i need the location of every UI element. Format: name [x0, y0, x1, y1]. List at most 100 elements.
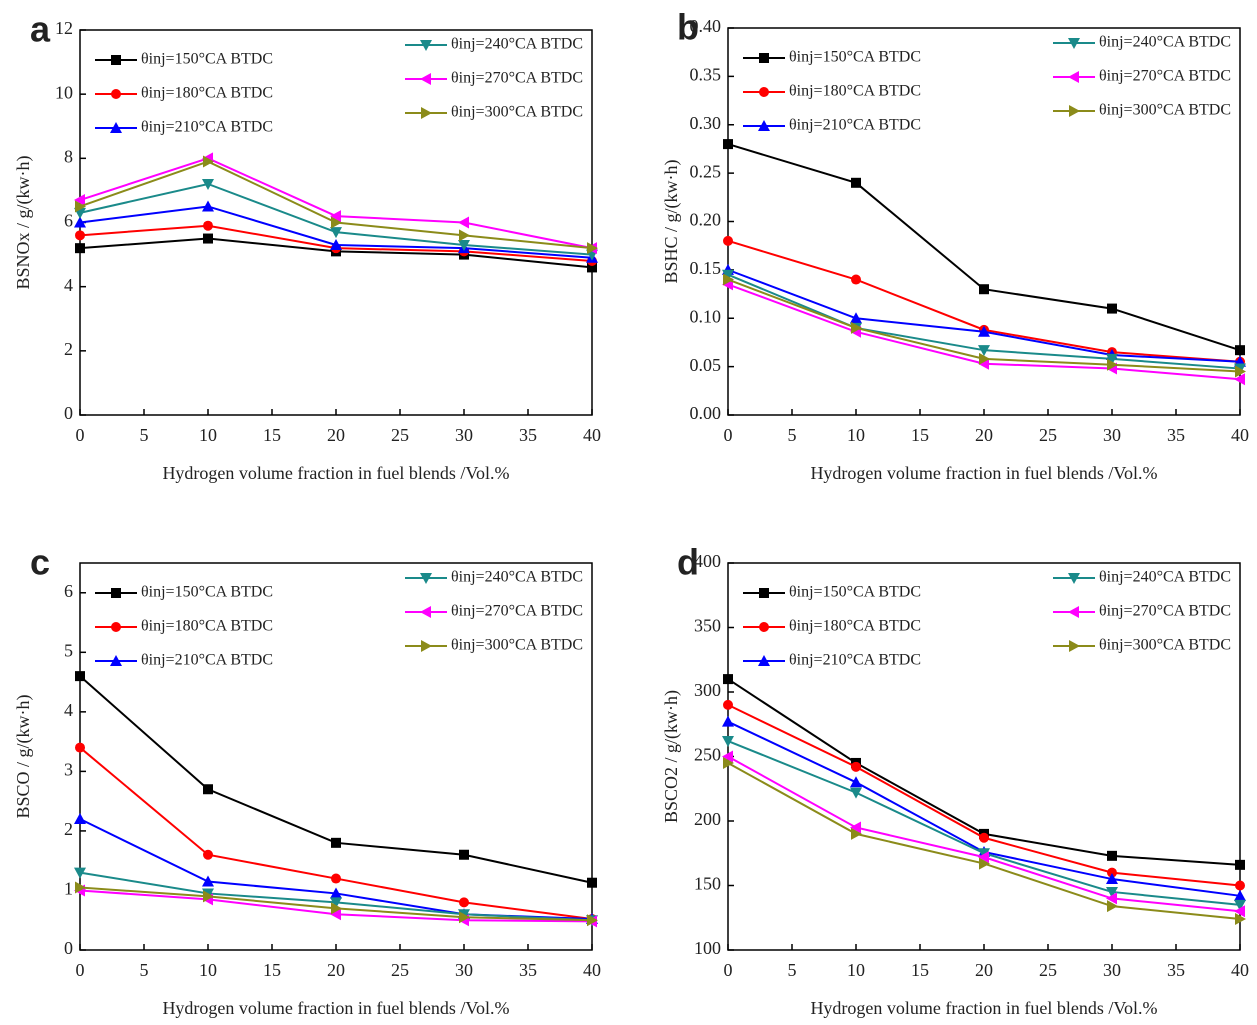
data-point: [1106, 353, 1118, 365]
y-tick-label: 300: [694, 680, 721, 700]
data-point: [330, 897, 342, 909]
x-tick-label: 30: [455, 425, 473, 445]
legend-marker: [420, 73, 431, 85]
x-tick-label: 15: [911, 960, 929, 980]
panel-label: a: [30, 9, 51, 50]
y-tick-label: 5: [64, 640, 73, 660]
data-point: [74, 867, 86, 879]
legend-marker: [759, 588, 769, 598]
data-point: [331, 216, 342, 229]
data-point: [850, 312, 862, 324]
x-axis-title: Hydrogen volume fraction in fuel blends …: [810, 463, 1157, 483]
x-axis-title: Hydrogen volume fraction in fuel blends …: [162, 463, 509, 483]
x-tick-label: 10: [847, 425, 865, 445]
data-point: [723, 139, 733, 150]
legend-marker: [110, 122, 122, 133]
y-axis-title: BSCO / g/(kw·h): [13, 694, 34, 818]
data-point: [722, 736, 734, 748]
data-point: [203, 220, 213, 231]
data-point: [723, 235, 733, 246]
legend-marker: [759, 87, 769, 97]
x-tick-label: 25: [1039, 425, 1057, 445]
legend-marker: [1068, 71, 1079, 83]
data-point: [978, 848, 990, 860]
x-tick-label: 40: [1231, 960, 1249, 980]
data-point: [203, 233, 213, 244]
data-point: [978, 345, 990, 357]
data-point: [979, 857, 990, 870]
data-point: [850, 776, 862, 788]
y-tick-label: 0: [64, 938, 73, 958]
series-line: [727, 239, 1241, 363]
y-tick-label: 4: [64, 700, 73, 720]
data-point: [74, 194, 85, 207]
data-point: [459, 849, 469, 860]
legend-label: θinj=210°CA BTDC: [789, 117, 921, 134]
data-point: [75, 671, 85, 682]
legend-label: θinj=300°CA BTDC: [451, 104, 583, 121]
data-point: [979, 832, 989, 843]
legend-marker: [111, 588, 121, 598]
data-point: [1106, 873, 1118, 885]
legend-marker: [420, 606, 431, 618]
x-axis-title: Hydrogen volume fraction in fuel blends …: [810, 998, 1157, 1018]
y-tick-label: 8: [64, 146, 73, 166]
data-point: [459, 897, 469, 908]
data-point: [851, 761, 861, 772]
legend-label: θinj=240°CA BTDC: [1099, 34, 1231, 51]
y-tick-label: 0.10: [690, 306, 722, 326]
legend-marker: [1069, 640, 1080, 652]
data-point: [587, 262, 597, 273]
y-tick-label: 0.05: [690, 355, 722, 375]
data-point: [331, 837, 341, 848]
data-point: [723, 699, 733, 710]
data-point: [459, 911, 470, 924]
x-tick-label: 5: [140, 960, 149, 980]
y-axis-title: BSCO2 / g/(kw·h): [661, 690, 682, 823]
legend-marker: [111, 622, 121, 632]
y-tick-label: 0.00: [690, 403, 722, 423]
x-tick-label: 35: [519, 960, 537, 980]
panel-label: d: [677, 542, 699, 583]
legend-label: θinj=210°CA BTDC: [141, 119, 273, 136]
y-tick-label: 200: [694, 809, 721, 829]
y-tick-label: 0.20: [690, 210, 722, 230]
y-tick-label: 6: [64, 211, 73, 231]
data-point: [75, 742, 85, 753]
x-tick-label: 25: [391, 960, 409, 980]
data-point: [1106, 886, 1118, 898]
x-tick-label: 15: [911, 425, 929, 445]
data-point: [587, 914, 598, 927]
legend-marker: [759, 53, 769, 63]
data-point: [202, 179, 214, 190]
data-point: [203, 155, 214, 168]
legend-marker: [111, 89, 121, 99]
legend-label: θinj=270°CA BTDC: [1099, 68, 1231, 85]
legend-label: θinj=150°CA BTDC: [141, 584, 273, 601]
data-point: [979, 284, 989, 295]
y-tick-label: 0.30: [690, 113, 722, 133]
data-point: [74, 813, 86, 825]
y-axis-title: BSHC / g/(kw·h): [661, 159, 682, 283]
data-point: [330, 238, 342, 250]
data-point: [1234, 373, 1245, 386]
data-point: [331, 902, 342, 915]
legend-marker: [111, 55, 121, 65]
y-tick-label: 250: [694, 745, 721, 765]
data-point: [1234, 899, 1246, 911]
panel-label: c: [30, 542, 50, 583]
series-line: [79, 675, 593, 884]
data-point: [331, 873, 341, 884]
y-tick-label: 0.25: [690, 161, 722, 181]
series-line: [727, 740, 1241, 906]
legend-marker: [1068, 573, 1080, 584]
data-point: [1107, 358, 1118, 371]
legend-marker: [1069, 105, 1080, 117]
legend-label: θinj=240°CA BTDC: [1099, 569, 1231, 586]
data-point: [1107, 867, 1117, 878]
data-point: [978, 851, 989, 864]
data-point: [1107, 850, 1117, 861]
data-point: [723, 756, 734, 769]
data-point: [1235, 913, 1246, 926]
legend-label: θinj=240°CA BTDC: [451, 36, 583, 53]
